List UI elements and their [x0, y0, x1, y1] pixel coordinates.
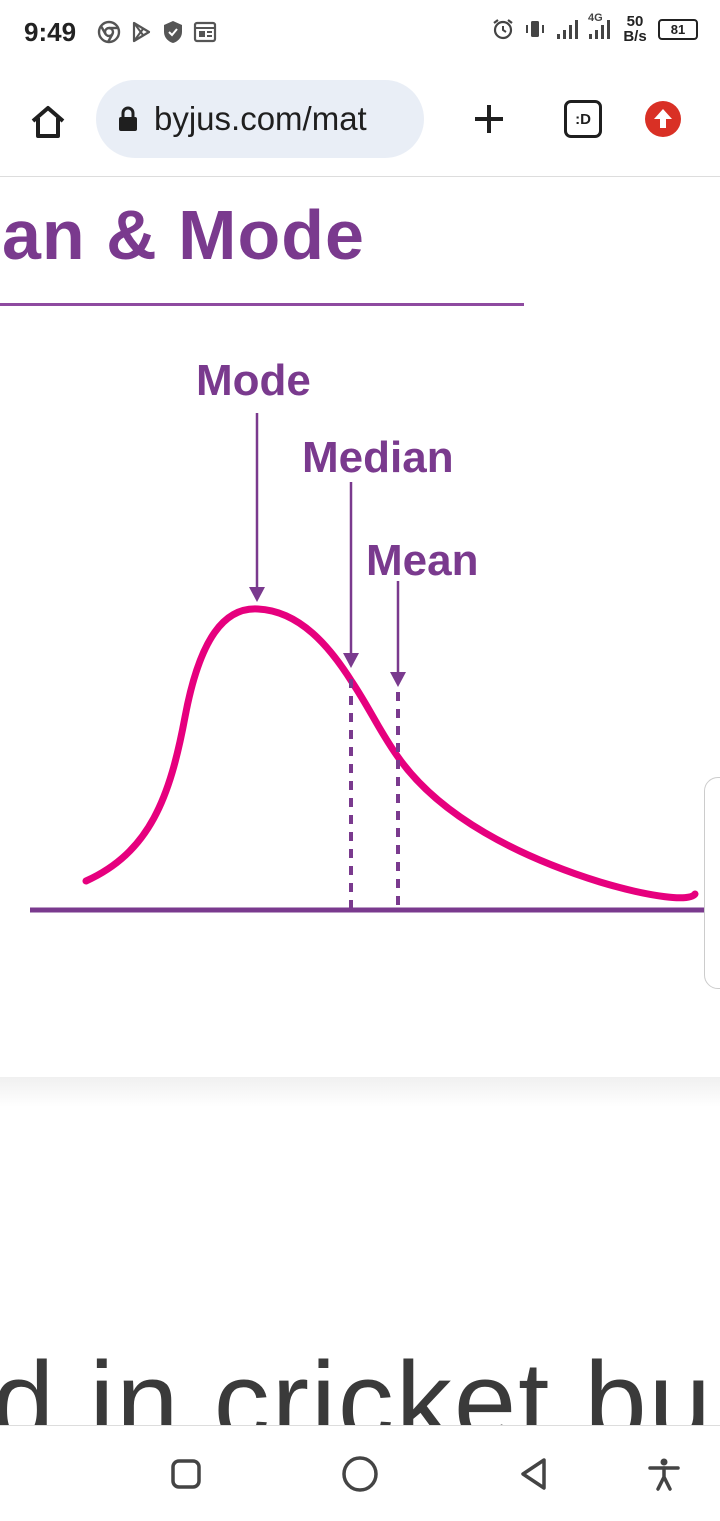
vibrate-icon	[522, 16, 548, 42]
alarm-icon	[490, 16, 516, 42]
signal-icon	[554, 16, 580, 42]
page-content: an & Mode Mode Median Mean d in cricket …	[0, 177, 720, 1425]
status-left-icons	[96, 19, 218, 45]
home-icon	[31, 106, 65, 138]
side-panel-handle[interactable]	[704, 777, 720, 989]
battery-indicator: 81	[658, 18, 698, 40]
mean-arrowhead	[390, 672, 406, 687]
tab-switcher-icon: :D	[564, 100, 602, 138]
signal-4g-icon: 4G	[586, 12, 612, 42]
home-button[interactable]	[22, 96, 74, 148]
figure-image: an & Mode Mode Median Mean	[0, 177, 720, 1077]
status-time: 9:49	[24, 17, 77, 47]
tab-switcher-button[interactable]: :D	[562, 98, 604, 140]
browser-toolbar: byjus.com/mat :D	[0, 66, 720, 177]
home-nav-button[interactable]	[338, 1452, 382, 1496]
distribution-curve	[82, 605, 699, 902]
skewed-distribution-diagram: Mode Median Mean	[30, 356, 712, 913]
accessibility-button[interactable]	[642, 1452, 686, 1496]
median-label: Median	[302, 433, 454, 482]
chrome-icon	[96, 19, 122, 45]
new-tab-button[interactable]	[464, 94, 514, 144]
network-speed-unit: B/s	[623, 28, 647, 45]
mode-arrowhead	[249, 587, 265, 602]
address-bar[interactable]: byjus.com/mat	[96, 80, 424, 158]
heading-underline	[0, 303, 524, 306]
network-type-label: 4G	[588, 12, 603, 24]
status-bar: 9:49 4G 50 B/s 8	[0, 0, 720, 66]
system-nav-bar	[0, 1425, 720, 1521]
back-button[interactable]	[512, 1452, 556, 1496]
home-circle-icon	[342, 1456, 378, 1492]
network-speed-value: 50	[626, 13, 644, 30]
status-right-icons: 4G 50 B/s 81	[490, 12, 698, 44]
accessibility-icon	[648, 1458, 680, 1491]
shield-icon	[160, 19, 186, 45]
lock-icon	[118, 106, 140, 132]
network-speed: 50 B/s	[618, 14, 652, 44]
url-text: byjus.com/mat	[154, 100, 367, 137]
update-icon	[645, 101, 681, 137]
battery-level: 81	[670, 21, 686, 37]
update-button[interactable]	[644, 100, 682, 138]
mode-label: Mode	[196, 356, 311, 405]
tab-switcher-label: :D	[575, 110, 591, 128]
back-icon	[521, 1458, 546, 1490]
section-divider	[0, 1077, 720, 1107]
median-arrowhead	[343, 653, 359, 668]
play-store-icon	[128, 19, 154, 45]
news-icon	[192, 19, 218, 45]
mean-label: Mean	[366, 536, 478, 585]
article-text-partial: d in cricket bu	[0, 1339, 713, 1425]
recents-button[interactable]	[164, 1452, 208, 1496]
plus-icon	[475, 105, 503, 133]
recents-icon	[171, 1459, 201, 1489]
figure-heading: an & Mode	[2, 196, 365, 274]
